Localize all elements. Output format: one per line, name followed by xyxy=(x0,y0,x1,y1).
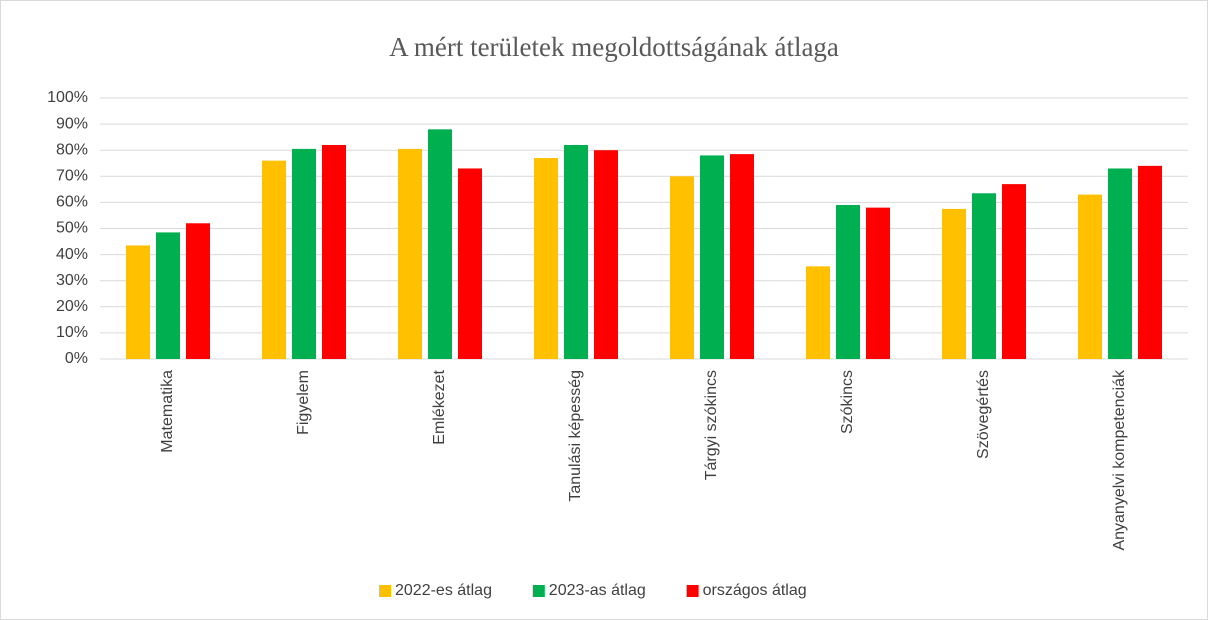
y-tick-label: 30% xyxy=(56,272,88,289)
bar xyxy=(866,207,890,359)
bar xyxy=(458,168,482,359)
x-tick-label: Tárgyi szókincs xyxy=(703,370,720,480)
y-tick-label: 80% xyxy=(56,141,88,158)
bar xyxy=(1078,194,1102,359)
bar xyxy=(156,232,180,359)
chart-title: A mért területek megoldottságának átlaga xyxy=(389,32,839,62)
bar xyxy=(534,158,558,359)
bar xyxy=(594,150,618,359)
bar xyxy=(670,176,694,359)
bar xyxy=(398,148,422,359)
legend-swatch xyxy=(532,585,545,597)
bar xyxy=(126,245,150,359)
y-tick-label: 70% xyxy=(56,168,88,185)
y-tick-label: 40% xyxy=(56,246,88,263)
legend-label: 2023-as átlag xyxy=(549,582,646,599)
y-tick-label: 0% xyxy=(65,350,88,367)
bar xyxy=(700,155,724,359)
bar xyxy=(262,160,286,359)
x-tick-label: Szókincs xyxy=(839,370,856,434)
bar xyxy=(1108,168,1132,359)
x-tick-label: Figyelem xyxy=(295,370,312,435)
legend-swatch xyxy=(379,585,391,597)
bar xyxy=(186,223,210,359)
bar xyxy=(428,129,452,359)
x-tick-label: Tanulási képesség xyxy=(567,370,584,502)
y-tick-label: 60% xyxy=(56,194,88,211)
legend-label: országos átlag xyxy=(703,582,807,599)
x-tick-label: Szövegértés xyxy=(975,370,992,459)
bar xyxy=(730,154,754,359)
bar xyxy=(292,148,316,359)
x-tick-label: Emlékezet xyxy=(431,369,448,444)
bar xyxy=(322,144,346,359)
y-tick-label: 50% xyxy=(56,220,88,237)
legend-swatch xyxy=(686,585,699,597)
y-tick-label: 90% xyxy=(56,115,88,132)
bar xyxy=(836,205,860,359)
bar xyxy=(1002,184,1026,359)
y-tick-label: 100% xyxy=(47,89,88,106)
y-tick-label: 20% xyxy=(56,298,88,315)
x-tick-label: Matematika xyxy=(159,370,176,453)
bar xyxy=(1138,165,1162,359)
bar xyxy=(942,208,966,359)
bar xyxy=(972,193,996,359)
bar xyxy=(806,266,830,359)
x-tick-label: Anyanyelvi kompetenciák xyxy=(1111,369,1128,551)
bar xyxy=(564,144,588,359)
y-tick-label: 10% xyxy=(56,324,88,341)
legend-label: 2022-es átlag xyxy=(395,582,492,599)
